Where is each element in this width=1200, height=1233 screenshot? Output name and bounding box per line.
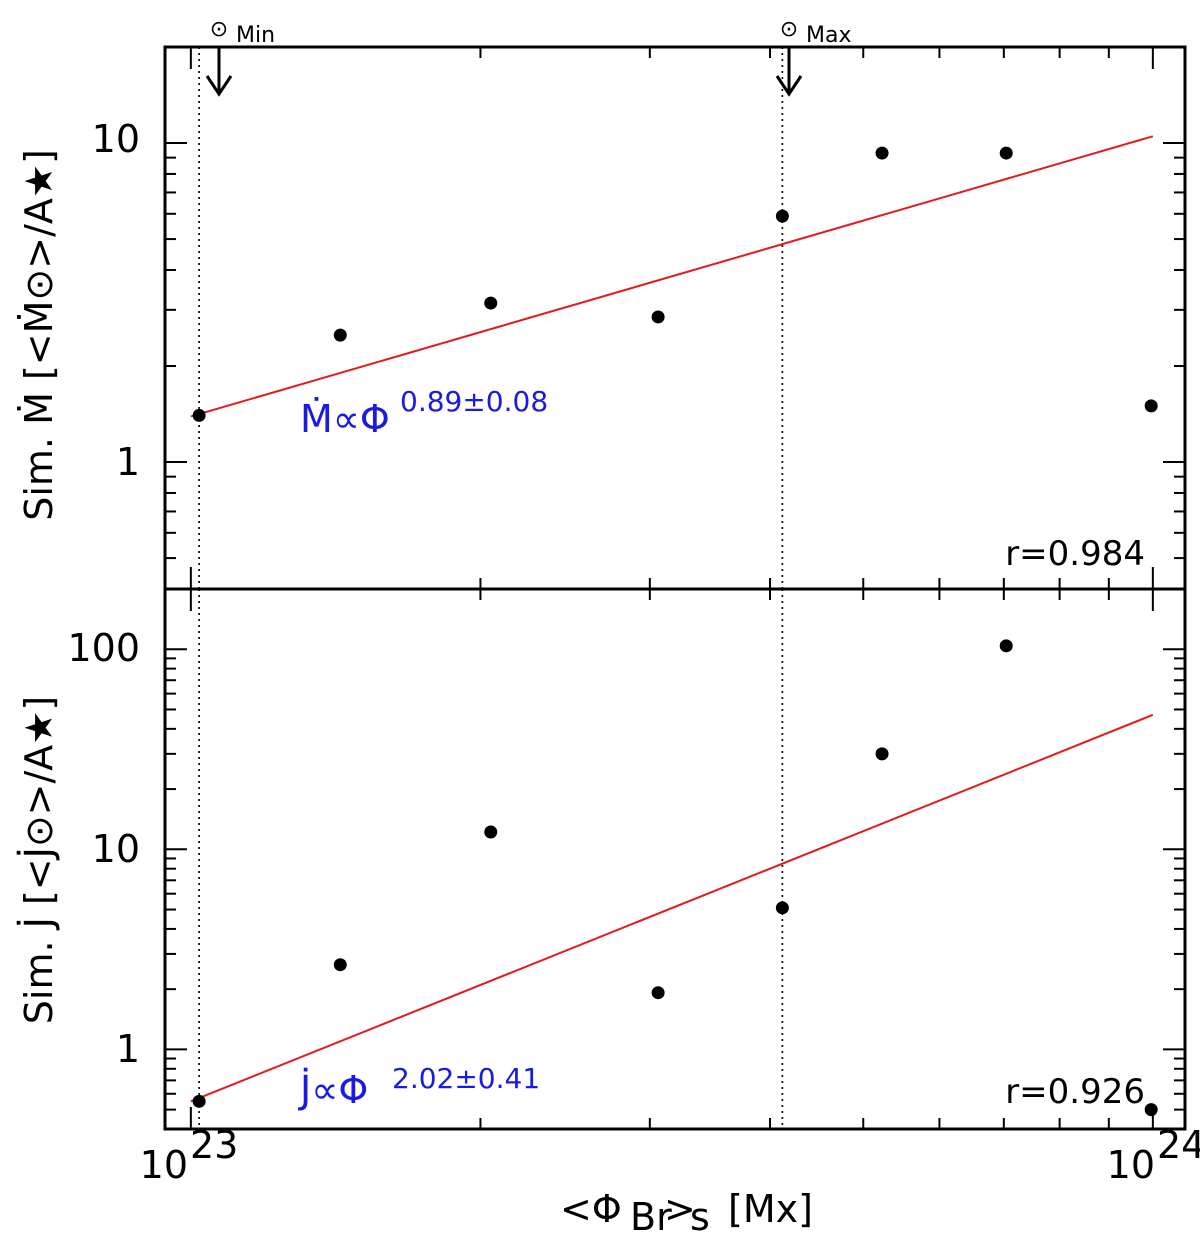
top-data-point bbox=[999, 146, 1013, 160]
bottom-data-point bbox=[192, 1094, 206, 1108]
bottom-data-point bbox=[999, 639, 1013, 653]
bottom-ytick-label: 1 bbox=[116, 1027, 140, 1071]
top-fit-annotation: Ṁ∝Φ 0.89±0.08 bbox=[300, 385, 548, 441]
top-guides bbox=[198, 47, 784, 589]
top-ytick-label: 10 bbox=[92, 117, 140, 161]
top-data-point bbox=[484, 296, 498, 310]
top-data-point bbox=[651, 310, 665, 324]
bottom-correlation: r=0.926 bbox=[1005, 1072, 1145, 1112]
top-correlation: r=0.984 bbox=[1005, 534, 1145, 574]
top-ytick-label: 1 bbox=[116, 440, 140, 484]
bottom-points bbox=[192, 639, 1158, 1117]
xlabel-open: <Φ bbox=[560, 1187, 622, 1231]
bottom-guides bbox=[198, 589, 784, 1129]
xtick-label-1e23: 10 23 bbox=[140, 1123, 239, 1187]
bottom-ytick-label: 10 bbox=[92, 827, 140, 871]
max-label: Max bbox=[806, 23, 851, 48]
top-data-point bbox=[775, 209, 789, 223]
solar-min-marker: ⊙ Min bbox=[205, 17, 275, 97]
xlabel-sub1: Br bbox=[630, 1195, 672, 1233]
arrow-head-icon bbox=[205, 75, 233, 97]
xlabel-sub2: s bbox=[690, 1195, 710, 1233]
bottom-data-point bbox=[875, 747, 889, 761]
xlabel: <Φ Br > s [Mx] bbox=[560, 1187, 813, 1233]
bottom-ytick-label: 100 bbox=[67, 626, 140, 670]
xtick-base: 10 bbox=[140, 1143, 188, 1187]
xtick-exponent: 23 bbox=[190, 1123, 238, 1167]
bottom-data-point bbox=[1144, 1103, 1158, 1117]
bottom-fit-annotation: J̇∝Φ 2.02±0.41 bbox=[298, 1062, 540, 1112]
solar-max-marker: ⊙ Max bbox=[775, 17, 851, 97]
top-plot-frame bbox=[163, 45, 1187, 591]
top-data-point bbox=[875, 146, 889, 160]
arrow-head-icon bbox=[775, 75, 803, 97]
bottom-fit-label: J̇∝Φ bbox=[298, 1068, 368, 1112]
bottom-fit-exponent: 2.02±0.41 bbox=[392, 1062, 540, 1095]
bottom-ticks bbox=[165, 588, 1185, 1130]
bottom-data-point bbox=[333, 958, 347, 972]
xlabel-close: > bbox=[664, 1187, 696, 1231]
top-data-point bbox=[1144, 399, 1158, 413]
bottom-data-point bbox=[651, 986, 665, 1000]
top-ylabel: Sim. Ṁ [<Ṁ⊙>/A★] bbox=[17, 149, 61, 521]
bottom-data-point bbox=[775, 901, 789, 915]
xtick-label-1e24: 10 24 bbox=[1107, 1123, 1200, 1187]
top-fit-label: Ṁ∝Φ bbox=[300, 397, 390, 441]
top-panel: 10 1 Sim. Ṁ [<Ṁ⊙>/A★] Ṁ∝Φ 0.89±0.08 r=0.… bbox=[17, 45, 1187, 591]
bottom-ylabel: Sim. J̇ [<J̇⊙>/A★] bbox=[17, 696, 61, 1024]
top-data-point bbox=[333, 328, 347, 342]
top-points bbox=[192, 146, 1158, 422]
bottom-fit-line bbox=[190, 713, 1154, 1103]
xtick-exponent: 24 bbox=[1157, 1123, 1200, 1167]
min-label: Min bbox=[236, 23, 275, 48]
sun-symbol-icon: ⊙ bbox=[780, 17, 798, 42]
top-fit-exponent: 0.89±0.08 bbox=[400, 385, 548, 418]
top-ticks bbox=[165, 46, 1185, 590]
bottom-plot-frame bbox=[163, 587, 1187, 1131]
xlabel-unit: [Mx] bbox=[728, 1187, 813, 1231]
bottom-data-point bbox=[484, 825, 498, 839]
xtick-base: 10 bbox=[1107, 1143, 1155, 1187]
sun-symbol-icon: ⊙ bbox=[210, 17, 228, 42]
top-fit-line bbox=[190, 135, 1154, 418]
bottom-panel: 100 10 1 Sim. J̇ [<J̇⊙>/A★] J̇∝Φ 2.02±0.… bbox=[17, 587, 1187, 1131]
top-data-point bbox=[192, 408, 206, 422]
